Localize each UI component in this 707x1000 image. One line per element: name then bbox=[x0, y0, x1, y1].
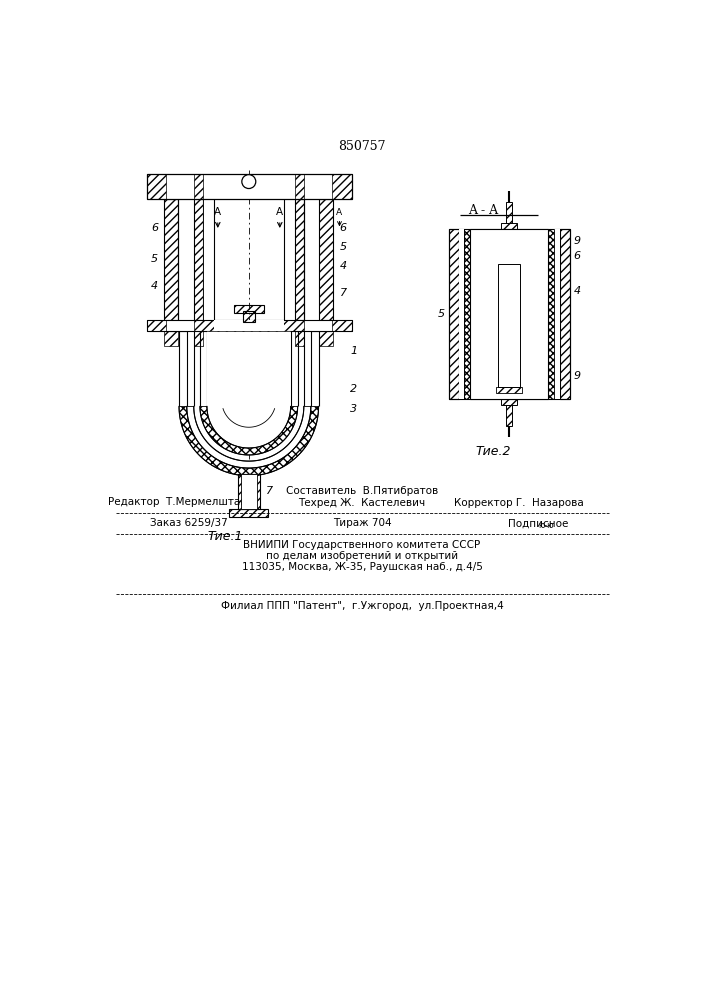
Text: Τие.1: Τие.1 bbox=[208, 530, 243, 543]
Bar bbox=[241, 474, 257, 509]
Text: 6: 6 bbox=[151, 223, 158, 233]
Text: Τие.2: Τие.2 bbox=[476, 445, 511, 458]
Bar bbox=[320, 199, 333, 320]
Bar bbox=[194, 174, 203, 199]
Text: 5: 5 bbox=[151, 254, 158, 264]
Bar bbox=[332, 174, 352, 199]
Text: 6: 6 bbox=[339, 223, 346, 233]
Polygon shape bbox=[200, 406, 298, 455]
Text: Тираж 704: Тираж 704 bbox=[332, 518, 391, 528]
Bar bbox=[230, 509, 268, 517]
Text: 113035, Москва, Ж-35, Раушская наб., д.4/5: 113035, Москва, Ж-35, Раушская наб., д.4… bbox=[242, 562, 482, 572]
Bar bbox=[295, 174, 304, 199]
Text: 6: 6 bbox=[573, 251, 580, 261]
Bar bbox=[332, 320, 352, 331]
Bar bbox=[178, 199, 194, 320]
Text: 4: 4 bbox=[339, 261, 346, 271]
Bar bbox=[506, 202, 513, 223]
Bar bbox=[234, 305, 264, 312]
Text: 7: 7 bbox=[266, 486, 273, 496]
Bar bbox=[501, 399, 517, 405]
Text: 4: 4 bbox=[573, 286, 580, 296]
Bar bbox=[194, 199, 203, 320]
Text: 5: 5 bbox=[339, 242, 346, 252]
Text: A: A bbox=[337, 208, 342, 217]
Text: 2: 2 bbox=[351, 384, 358, 394]
Bar bbox=[304, 199, 320, 320]
Text: 9: 9 bbox=[573, 236, 580, 246]
Bar bbox=[554, 229, 559, 399]
Bar bbox=[295, 331, 304, 346]
Bar bbox=[449, 229, 459, 399]
Polygon shape bbox=[179, 406, 319, 476]
Text: A: A bbox=[276, 207, 284, 217]
Bar bbox=[548, 229, 554, 399]
Bar bbox=[146, 174, 352, 199]
Text: 850757: 850757 bbox=[338, 140, 386, 153]
Bar bbox=[295, 199, 304, 320]
Bar bbox=[496, 387, 522, 393]
Text: Подписное: Подписное bbox=[508, 518, 568, 528]
Text: Филиал ППП "Патент",  г.Ужгород,  ул.Проектная,4: Филиал ППП "Патент", г.Ужгород, ул.Проек… bbox=[221, 601, 503, 611]
Text: A - A: A - A bbox=[468, 204, 498, 217]
Text: 7: 7 bbox=[339, 288, 346, 298]
Bar bbox=[243, 311, 255, 322]
Circle shape bbox=[242, 175, 256, 189]
Bar bbox=[459, 229, 464, 399]
Bar bbox=[194, 320, 304, 331]
Bar bbox=[146, 320, 166, 331]
Text: по делам изобретений и открытий: по делам изобретений и открытий bbox=[266, 551, 458, 561]
Bar bbox=[214, 199, 284, 320]
Text: ВНИИПИ Государственного комитета СССР: ВНИИПИ Государственного комитета СССР bbox=[243, 540, 481, 550]
Bar bbox=[284, 199, 295, 320]
Text: 5: 5 bbox=[438, 309, 445, 319]
Bar bbox=[559, 229, 570, 399]
Bar bbox=[146, 174, 166, 199]
Text: A: A bbox=[214, 207, 221, 217]
Text: Заказ 6259/37: Заказ 6259/37 bbox=[151, 518, 228, 528]
Bar bbox=[203, 199, 214, 320]
Text: Составитель  В.Пятибратов: Составитель В.Пятибратов bbox=[286, 486, 438, 496]
Bar bbox=[164, 199, 178, 320]
Bar bbox=[464, 229, 470, 399]
Text: 4: 4 bbox=[151, 281, 158, 291]
Polygon shape bbox=[187, 406, 311, 468]
Bar bbox=[238, 474, 259, 509]
Bar bbox=[320, 331, 333, 346]
Text: ю-ю: ю-ю bbox=[538, 521, 554, 530]
Bar bbox=[214, 320, 284, 331]
Text: Корректор Г.  Назарова: Корректор Г. Назарова bbox=[454, 498, 583, 508]
Bar bbox=[146, 320, 352, 331]
Bar bbox=[498, 264, 520, 387]
Bar bbox=[501, 223, 517, 229]
Text: Техред Ж.  Кастелевич: Техред Ж. Кастелевич bbox=[298, 498, 426, 508]
Bar bbox=[194, 331, 203, 346]
Text: 1: 1 bbox=[351, 346, 358, 356]
Text: Редактор  Т.Мермелштайн: Редактор Т.Мермелштайн bbox=[108, 497, 255, 507]
Bar bbox=[164, 331, 178, 346]
Text: 9: 9 bbox=[573, 371, 580, 381]
Bar bbox=[506, 405, 513, 426]
Polygon shape bbox=[207, 331, 291, 448]
Text: 3: 3 bbox=[351, 404, 358, 414]
Bar bbox=[470, 229, 548, 399]
